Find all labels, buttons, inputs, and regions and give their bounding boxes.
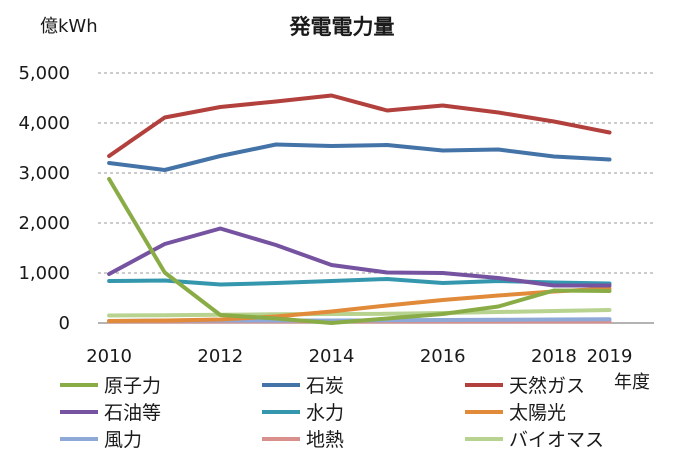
legend-label: 石油等	[104, 402, 161, 424]
y-tick-label: 5,000	[18, 63, 70, 84]
series-line	[107, 93, 612, 158]
legend-item: 風力	[60, 429, 142, 451]
legend-label: 原子力	[104, 375, 161, 397]
series-layer	[107, 93, 612, 325]
series-line	[107, 177, 612, 325]
series-line	[107, 308, 612, 318]
legend-item: 石炭	[262, 375, 344, 397]
legend-item: 石油等	[60, 402, 161, 424]
legend-label: 水力	[306, 402, 344, 424]
x-tick-label: 2016	[420, 346, 466, 367]
series-line	[107, 142, 612, 172]
legend-label: 天然ガス	[509, 375, 585, 397]
legend-item: バイオマス	[465, 429, 604, 451]
y-axis-label: 億kWh	[40, 16, 98, 37]
y-tick-label: 2,000	[18, 213, 70, 234]
x-tick-label: 2014	[309, 346, 355, 367]
x-tick-label: 2019	[587, 346, 633, 367]
legend-item: 天然ガス	[465, 375, 585, 397]
x-tick-label: 2012	[197, 346, 243, 367]
legend-item: 地熱	[262, 429, 344, 451]
x-tick-label: 2018	[531, 346, 577, 367]
legend-label: 地熱	[306, 429, 344, 451]
legend-label: 石炭	[306, 375, 344, 397]
legend-label: 太陽光	[509, 402, 566, 424]
chart-title: 発電電力量	[289, 15, 395, 39]
x-axis-label: 年度	[614, 372, 650, 393]
y-tick-label: 1,000	[18, 263, 70, 284]
series-line	[107, 286, 612, 323]
legend-item: 太陽光	[465, 402, 566, 424]
x-tick-label: 2010	[86, 346, 132, 367]
tick-layer: 0 1,000 2,000 3,000 4,000 5,000 2010 2012 2014 20…	[18, 63, 632, 367]
legend-label: 風力	[104, 429, 142, 451]
y-tick-label: 3,000	[18, 163, 70, 184]
legend-item: 水力	[262, 402, 344, 424]
y-tick-label: 4,000	[18, 113, 70, 134]
y-tick-label: 0	[59, 313, 70, 334]
legend-item: 原子力	[60, 375, 161, 397]
legend-label: バイオマス	[509, 429, 604, 451]
series-line	[107, 226, 612, 288]
